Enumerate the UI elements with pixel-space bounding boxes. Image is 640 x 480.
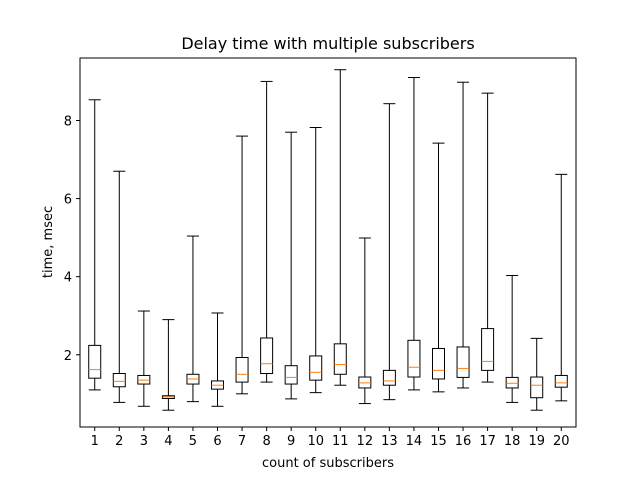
chart-title: Delay time with multiple subscribers (181, 34, 474, 53)
box-group-14 (407, 77, 421, 391)
box (505, 376, 519, 389)
box-group-11 (333, 69, 347, 386)
x-tick-label: 8 (262, 434, 270, 449)
box-group-12 (358, 237, 372, 405)
box-group-5 (186, 235, 200, 403)
x-tick-label: 11 (332, 434, 349, 449)
box-group-20 (554, 173, 568, 402)
box-group-18 (505, 274, 519, 403)
box-group-8 (260, 80, 274, 383)
x-tick-label: 5 (189, 434, 197, 449)
box-group-19 (530, 337, 544, 411)
box (431, 348, 445, 380)
box (235, 356, 249, 383)
x-tick-label: 10 (307, 434, 324, 449)
box-group-3 (137, 310, 151, 407)
x-tick-label: 20 (553, 434, 570, 449)
y-tick-label: 6 (64, 193, 72, 208)
x-axis-label: count of subscribers (262, 456, 394, 471)
x-tick-label: 15 (430, 434, 447, 449)
box (554, 374, 568, 388)
box (481, 328, 495, 371)
box-group-7 (235, 135, 249, 395)
axes-frame (79, 57, 577, 428)
box-group-9 (284, 131, 298, 400)
box-group-10 (309, 127, 323, 394)
box (382, 369, 396, 386)
y-axis-label: time, msec (41, 206, 56, 278)
box-group-13 (382, 103, 396, 401)
x-tick-label: 12 (357, 434, 374, 449)
box-group-17 (481, 92, 495, 383)
box-group-6 (211, 312, 225, 407)
x-tick-label: 9 (287, 434, 295, 449)
box (260, 337, 274, 375)
box (112, 373, 126, 388)
x-tick-label: 2 (115, 434, 123, 449)
y-tick-label: 8 (64, 114, 72, 129)
box (284, 365, 298, 385)
box (530, 376, 544, 399)
box-group-16 (456, 81, 470, 389)
plot-area (88, 69, 568, 411)
box (88, 344, 102, 379)
x-tick-label: 16 (455, 434, 472, 449)
box-group-15 (431, 142, 445, 393)
box (333, 343, 347, 375)
x-tick-label: 14 (406, 434, 423, 449)
y-tick-label: 4 (64, 271, 72, 286)
box (309, 355, 323, 381)
y-tick-label: 2 (64, 349, 72, 364)
x-tick-label: 18 (504, 434, 521, 449)
x-tick-label: 6 (213, 434, 221, 449)
x-tick-label: 1 (91, 434, 99, 449)
x-tick-label: 7 (238, 434, 246, 449)
box-group-1 (88, 99, 102, 391)
x-tick-label: 3 (140, 434, 148, 449)
box-group-2 (112, 170, 126, 403)
box (407, 339, 421, 378)
box-group-4 (161, 319, 175, 411)
box (456, 346, 470, 378)
x-tick-label: 13 (381, 434, 398, 449)
x-tick-label: 19 (528, 434, 545, 449)
x-tick-label: 4 (164, 434, 172, 449)
x-tick-label: 17 (479, 434, 496, 449)
